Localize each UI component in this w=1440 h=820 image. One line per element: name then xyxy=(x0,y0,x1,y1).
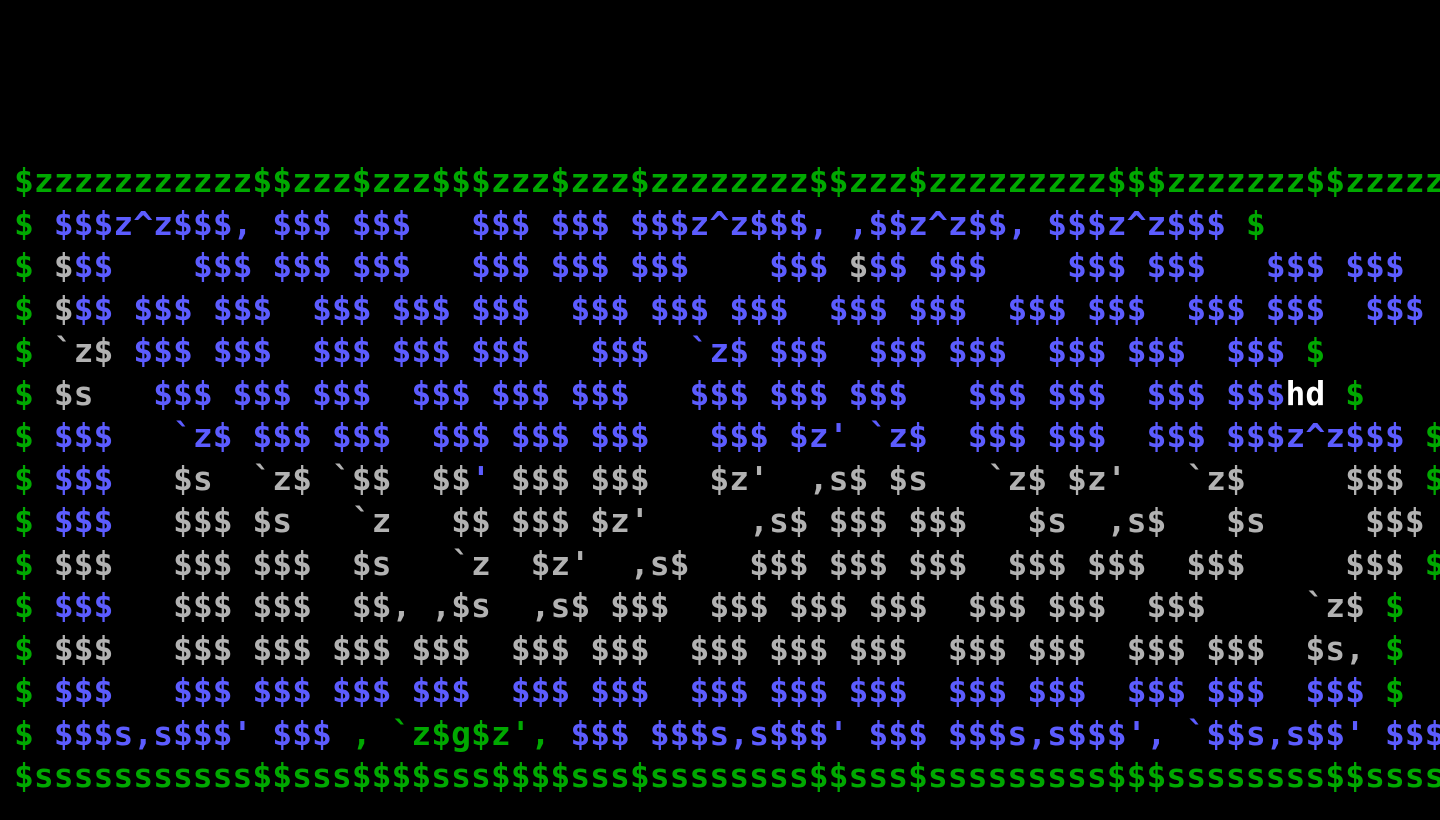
art-span-green: $ xyxy=(1384,628,1405,668)
art-span-blue: $$$ $$$s,s$$$' $$$ $$$s,s$$$', `$$s,s$$'… xyxy=(570,713,1440,753)
art-span-green: $ xyxy=(1424,416,1440,455)
art-span-green: $ xyxy=(1305,331,1326,370)
art-span-blue: $$$ $$$ $$$ $$$ $$$ $$$ $$$ $$$ $$$ $$$ … xyxy=(33,671,1385,710)
art-span-green: $ xyxy=(1424,543,1440,583)
art-span-silver: $s `z$ `$$ $$ xyxy=(113,458,471,498)
art-span-blue: $$$, $$$ $$$ $$$ $$$ $$$ xyxy=(172,203,690,243)
art-span-green: , `z$g$z', xyxy=(351,713,571,753)
content-row-8: $ $$$ $$$ $s `z $$ $$$ $z' ,s$ $$$ $$$ $… xyxy=(14,500,1440,543)
art-span-blue: ' xyxy=(470,458,491,498)
art-span-blue: $$$ xyxy=(1345,416,1425,455)
art-span-green: $ xyxy=(1245,203,1266,243)
art-span-blue: $$$ xyxy=(33,586,114,625)
content-row-7: $ $$$ $s `z$ `$$ $$' $$$ $$$ $z' ,s$ $s … xyxy=(14,458,1440,501)
art-span-silver: $ xyxy=(33,288,74,328)
art-span-green: $ xyxy=(1424,458,1440,498)
content-row-6: $ $$$ `z$ $$$ $$$ $$$ $$$ $$$ $$$ $z' `z… xyxy=(14,415,1440,458)
art-span-green: $ xyxy=(14,671,34,710)
art-span-silver: $$$ $$$ $$, ,$s ,s$ $$$ $$$ $$$ $$$ $$$ … xyxy=(113,586,1385,625)
content-row-5-with-hd: $ $s $$$ $$$ $$$ $$$ $$$ $$$ $$$ $$$ $$$… xyxy=(14,373,1440,416)
art-span-silver: $s xyxy=(33,373,94,413)
art-span-green: $ xyxy=(14,543,34,583)
art-span-blue: z^z xyxy=(908,203,968,243)
art-span-silver: $$$ $s `z $$ $$$ $z' ,s$ $$$ $$$ $s ,s$ … xyxy=(113,501,1440,540)
art-span-green: $ xyxy=(14,458,34,498)
art-span-black xyxy=(1325,374,1345,413)
art-span-green: $ xyxy=(14,331,34,370)
content-row-12: $ $$$ $$$ $$$ $$$ $$$ $$$ $$$ $$$ $$$ $$… xyxy=(14,670,1440,713)
art-span-blue: $$$, ,$$ xyxy=(749,203,909,243)
art-span-silver: `z$ xyxy=(33,331,114,370)
content-row-2: $ $$$ $$$ $$$ $$$ $$$ $$$ $$$ $$$ $$$ $$… xyxy=(14,245,1440,288)
art-span-green: $ xyxy=(14,586,34,625)
art-span-blue: $$$ $$$ $$$ $$$ $$$ $$$ $$$ $$$ $$$ $$$ … xyxy=(93,373,1286,413)
art-span-blue: $$$ xyxy=(33,203,114,243)
art-span-green: $ xyxy=(1384,671,1405,710)
art-span-blue: z^z xyxy=(1106,203,1167,243)
content-row-4: $ `z$ $$$ $$$ $$$ $$$ $$$ $$$ `z$ $$$ $$… xyxy=(14,330,1440,373)
art-span-blue: $$$ $$$ $$$ $$$ $$$ $$$ `z$ $$$ $$$ $$$ … xyxy=(113,331,1306,370)
art-span-green: $ xyxy=(14,416,34,455)
art-span-green: $ xyxy=(1345,373,1366,413)
art-span-blue: $$ $$$ $$$ $$$ $$$ $$$ $$$ $$$ xyxy=(73,246,849,285)
content-row-11: $ $$$ $$$ $$$ $$$ $$$ $$$ $$$ $$$ $$$ $$… xyxy=(14,628,1440,671)
bottom-border: $sssssssssss$$sss$$$$sss$$$$sss$ssssssss… xyxy=(14,755,1440,798)
art-span-blue: $$$ xyxy=(33,458,114,498)
art-span-silver: $ xyxy=(848,246,869,285)
art-span-blue: $$$ `z$ $$$ $$$ $$$ $$$ $$$ $$$ $z' `z$ … xyxy=(33,416,1286,455)
art-span-green: $ xyxy=(14,628,34,668)
art-span-blue: z^z xyxy=(113,203,173,243)
art-span-blue: z^z xyxy=(689,203,750,243)
art-span-blue: $$$s,s$$$' $$$ xyxy=(33,713,352,753)
art-span-green: $ xyxy=(14,203,34,243)
art-span-blue: $$$ xyxy=(1166,203,1246,243)
art-span-blue: $$$ xyxy=(33,501,114,540)
art-span-silver: $$$ $$$ $$$ $s `z $z' ,s$ $$$ $$$ $$$ $$… xyxy=(33,543,1425,583)
art-span-green: $ xyxy=(14,501,34,540)
top-border: $zzzzzzzzzzz$$zzz$zzz$$$zzz$zzz$zzzzzzzz… xyxy=(14,160,1440,203)
art-span-green: $ xyxy=(14,288,34,328)
art-span-green: $ xyxy=(14,713,34,753)
art-span-blue: $$ $$$ $$$ $$$ $$$ $$$ $$$ xyxy=(868,246,1405,285)
ascii-art-banner: $zzzzzzzzzzz$$zzz$zzz$$$zzz$zzz$zzzzzzzz… xyxy=(14,160,1440,798)
art-span-green: $sssssssssss$$sss$$$$sss$$$$sss$ssssssss… xyxy=(14,756,1440,795)
art-span-green: $ xyxy=(14,373,34,413)
art-span-green: $ xyxy=(1384,586,1405,625)
art-span-silver: $ xyxy=(33,246,74,285)
art-span-silver: $$$ $$$ $$$ $$$ $$$ $$$ $$$ $$$ $$$ $$$ … xyxy=(33,628,1385,668)
content-row-1: $ $$$z^z$$$, $$$ $$$ $$$ $$$ $$$z^z$$$, … xyxy=(14,203,1440,246)
content-row-9: $ $$$ $$$ $$$ $s `z $z' ,s$ $$$ $$$ $$$ … xyxy=(14,543,1440,586)
art-span-silver: $$$ $$$ $z' ,s$ $s `z$ $z' `z$ $$$ xyxy=(490,458,1425,498)
art-span-blue: $$ $$$ $$$ $$$ $$$ $$$ $$$ $$$ $$$ $$$ $… xyxy=(73,288,1440,328)
art-span-white: hd xyxy=(1285,373,1326,413)
content-row-10: $ $$$ $$$ $$$ $$, ,$s ,s$ $$$ $$$ $$$ $$… xyxy=(14,585,1440,628)
content-row-3: $ $$$ $$$ $$$ $$$ $$$ $$$ $$$ $$$ $$$ $$… xyxy=(14,288,1440,331)
art-span-green: $ xyxy=(14,246,34,285)
art-span-green: $zzzzzzzzzzz$$zzz$zzz$$$zzz$zzz$zzzzzzzz… xyxy=(14,161,1440,200)
content-row-13: $ $$$s,s$$$' $$$ , `z$g$z', $$$ $$$s,s$$… xyxy=(14,713,1440,756)
art-span-blue: $$, $$$ xyxy=(967,203,1107,243)
art-span-blue: z^z xyxy=(1285,416,1346,455)
